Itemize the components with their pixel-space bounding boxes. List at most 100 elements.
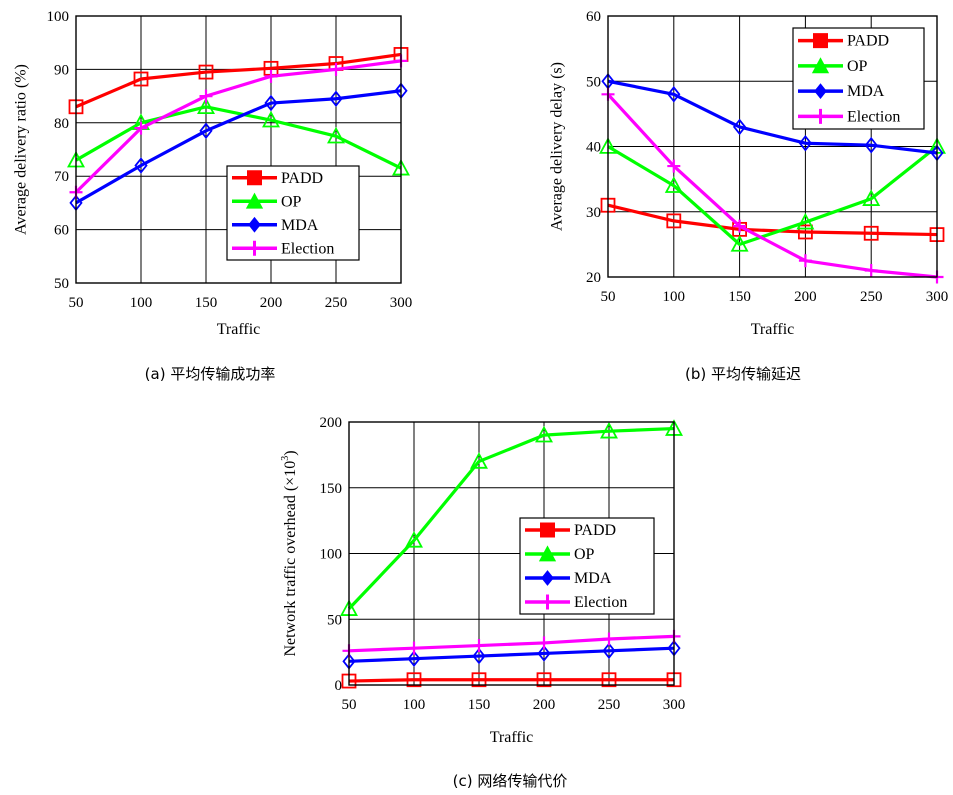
data-point xyxy=(798,134,813,152)
series-op xyxy=(67,97,410,176)
x-tick-label: 50 xyxy=(601,289,616,305)
chart-traffic-overhead: 0 50 100 150 200 50 100 150 200 250 300 Traffic N… xyxy=(280,415,685,790)
x-tick-label: 100 xyxy=(130,295,153,311)
legend-label: Election xyxy=(574,594,627,611)
data-point xyxy=(732,118,747,136)
x-tick-label: 300 xyxy=(926,289,949,305)
x-axis-label: Traffic xyxy=(217,321,261,338)
data-point xyxy=(798,224,813,240)
x-tick-label: 150 xyxy=(195,295,218,311)
legend-swatch-marker xyxy=(538,545,557,562)
x-tick-label: 50 xyxy=(342,697,357,713)
legend-label: PADD xyxy=(847,33,889,50)
data-point xyxy=(264,69,278,83)
series-line xyxy=(348,646,675,663)
data-point xyxy=(407,650,421,667)
legend: PADD OP MDA Election xyxy=(226,165,360,261)
data-point xyxy=(864,136,878,154)
caption: (b) 平均传输延迟 xyxy=(685,365,801,383)
series-election xyxy=(342,629,681,658)
series-line xyxy=(75,89,402,205)
y-axis-label-close: ) xyxy=(282,450,299,455)
data-point xyxy=(329,62,343,76)
data-point xyxy=(600,421,618,439)
y-axis-label-exponent: 3 xyxy=(280,456,291,461)
data-point xyxy=(666,213,682,229)
data-point xyxy=(730,235,749,252)
legend-label: PADD xyxy=(574,522,616,539)
data-point xyxy=(133,71,149,87)
y-axis-label: Average delivery delay (s) xyxy=(549,62,566,231)
series-line xyxy=(607,145,938,246)
y-tick-label: 40 xyxy=(586,140,601,156)
series-line xyxy=(75,52,402,109)
data-point xyxy=(405,530,423,548)
x-tick-labels: 50 100 150 200 250 300 xyxy=(342,697,686,713)
y-tick-label: 60 xyxy=(586,9,601,25)
y-axis-label: Average delivery ratio (%) xyxy=(13,64,30,235)
data-point xyxy=(262,110,280,128)
x-tick-label: 200 xyxy=(260,295,283,311)
caption: (a) 平均传输成功率 xyxy=(145,365,276,383)
x-tick-label: 200 xyxy=(794,289,817,305)
data-point xyxy=(407,641,421,655)
plot-frame xyxy=(348,421,675,686)
x-tick-label: 250 xyxy=(860,289,883,305)
x-tick-label: 50 xyxy=(69,295,84,311)
x-tick-label: 100 xyxy=(663,289,686,305)
legend-label: Election xyxy=(281,240,334,257)
series-layer xyxy=(340,419,683,689)
y-tick-label: 80 xyxy=(54,116,69,132)
legend-label: OP xyxy=(847,58,868,75)
legend-swatch-marker xyxy=(541,570,554,586)
x-tick-label: 300 xyxy=(390,295,413,311)
series-line xyxy=(75,105,402,170)
caption: (c) 网络传输代价 xyxy=(453,772,568,790)
legend-swatch-marker xyxy=(540,594,555,610)
x-tick-label: 300 xyxy=(663,697,686,713)
data-point xyxy=(134,157,148,174)
legend-label: MDA xyxy=(847,83,885,100)
series-padd xyxy=(68,47,409,115)
data-point xyxy=(667,159,681,173)
y-tick-label: 100 xyxy=(320,547,343,563)
legend-swatch-marker xyxy=(247,240,262,256)
y-tick-label: 150 xyxy=(320,481,343,497)
data-point xyxy=(602,642,616,660)
legend-swatch-marker xyxy=(811,57,830,74)
series-line xyxy=(74,59,402,194)
data-point xyxy=(471,672,487,688)
legend-swatch-marker xyxy=(813,108,828,124)
data-point xyxy=(406,672,422,688)
x-tick-labels: 50 100 150 200 250 300 xyxy=(601,289,949,305)
legend-label: PADD xyxy=(281,170,323,187)
data-point xyxy=(864,263,878,277)
y-axis-label-main: Network traffic overhead (×10 xyxy=(282,461,299,657)
data-point xyxy=(537,645,551,662)
plot-frame xyxy=(607,15,938,278)
x-tick-label: 150 xyxy=(728,289,751,305)
y-tick-label: 30 xyxy=(586,205,601,221)
legend-swatch-marker xyxy=(247,170,262,186)
data-point xyxy=(472,639,486,653)
x-axis-label: Traffic xyxy=(490,729,534,746)
x-tick-label: 250 xyxy=(598,697,621,713)
series-line xyxy=(348,634,675,653)
data-point xyxy=(199,122,213,140)
y-tick-labels: 50 60 70 80 90 100 xyxy=(47,9,70,292)
data-point xyxy=(327,126,345,144)
legend-label: MDA xyxy=(574,570,612,587)
series-mda xyxy=(342,639,681,670)
y-tick-labels: 0 50 100 150 200 xyxy=(320,415,343,694)
series-line xyxy=(607,203,938,237)
data-point xyxy=(537,636,551,650)
data-point xyxy=(664,176,683,193)
data-point xyxy=(733,219,747,233)
x-tick-labels: 50 100 150 200 250 300 xyxy=(69,295,413,311)
series-line xyxy=(348,678,674,683)
legend-label: OP xyxy=(574,546,595,563)
legend-swatch-marker xyxy=(814,83,827,99)
series-line xyxy=(347,426,675,610)
